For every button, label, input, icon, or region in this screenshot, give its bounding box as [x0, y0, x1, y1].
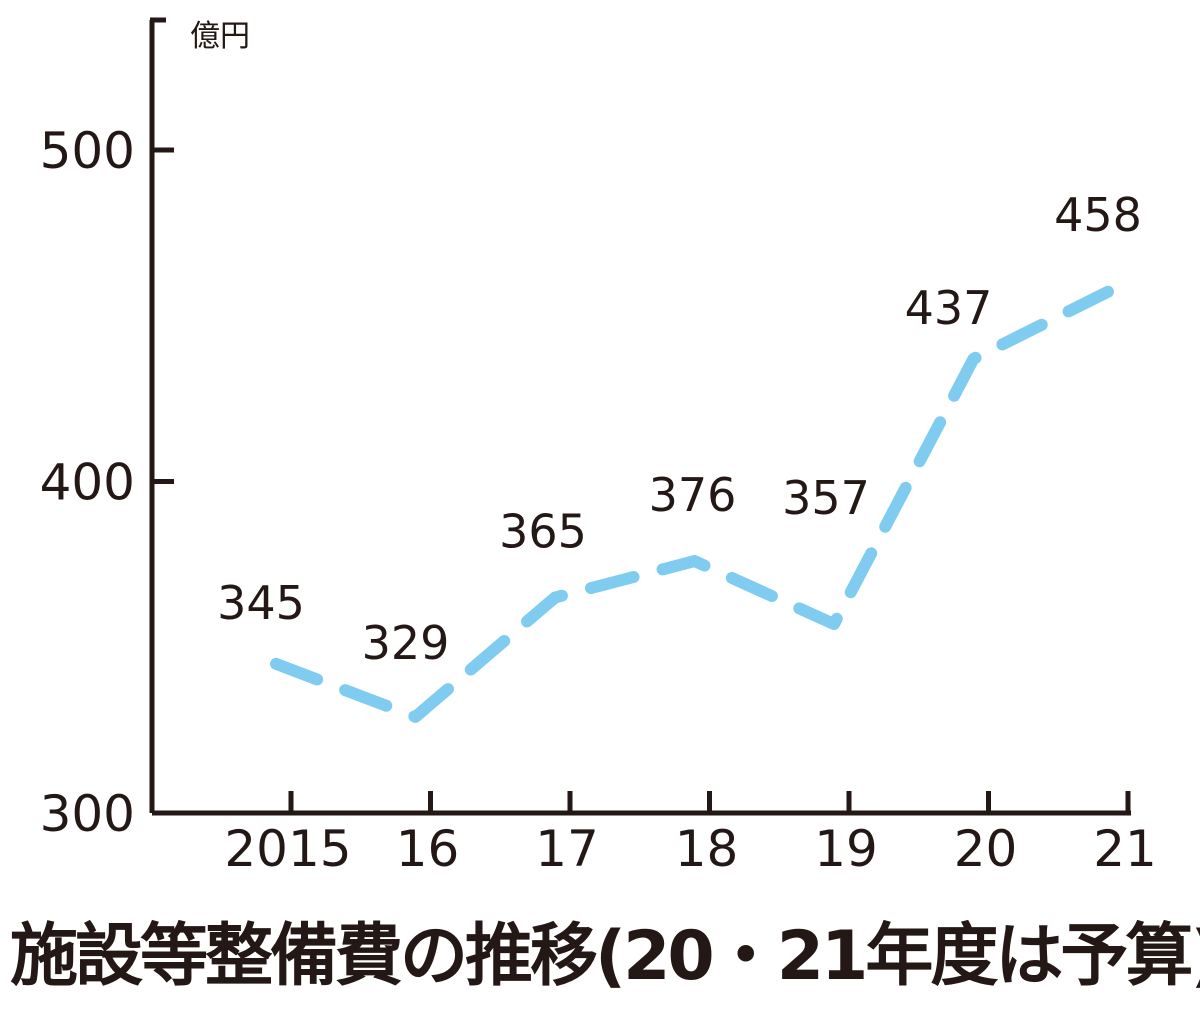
data-label: 376: [649, 468, 737, 522]
x-tick-label: 16: [396, 820, 460, 878]
data-labels: 345 329 365 376 357 437 458: [217, 188, 1142, 670]
x-tick-label: 20: [954, 820, 1018, 878]
x-tick-label: 19: [814, 820, 878, 878]
x-tick-label: 18: [675, 820, 739, 878]
data-label: 329: [362, 616, 450, 670]
series-line: [270, 283, 1119, 723]
chart-title: 施設等整備費の推移(20・21年度は予算): [10, 917, 1200, 996]
data-label: 357: [782, 471, 870, 525]
data-series: [270, 283, 1119, 723]
x-tick-label: 2015: [224, 820, 351, 878]
data-label: 365: [499, 505, 587, 559]
y-axis-ticks: 300 400 500: [40, 122, 174, 843]
y-tick-label: 300: [40, 785, 135, 843]
x-tick-label: 17: [535, 820, 599, 878]
y-axis-unit-label: 億円: [190, 19, 250, 54]
x-tick-label: 21: [1093, 820, 1157, 878]
y-tick-label: 500: [40, 122, 135, 180]
chart-axes: [149, 17, 1131, 816]
data-label: 458: [1054, 188, 1142, 242]
data-label: 437: [905, 281, 993, 335]
x-axis-ticks: 2015 16 17 18 19 20 21: [224, 791, 1157, 878]
y-tick-label: 400: [40, 454, 135, 512]
data-label: 345: [217, 576, 305, 630]
